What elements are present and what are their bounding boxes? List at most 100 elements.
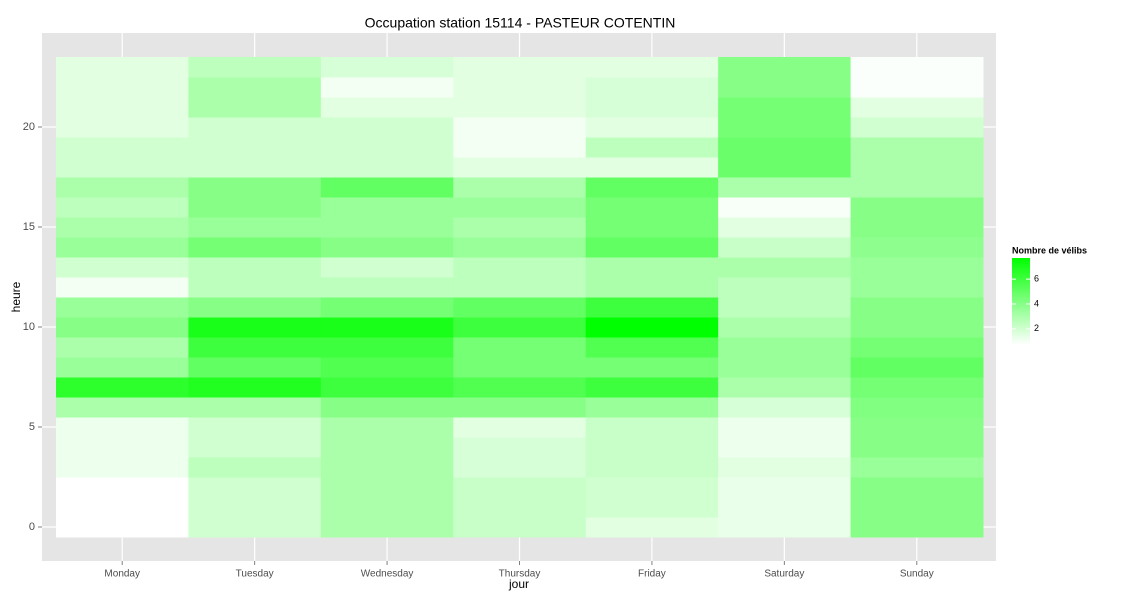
heat-cell: [188, 337, 322, 358]
heat-cell: [850, 277, 984, 298]
heat-cell: [453, 97, 587, 118]
heat-cell: [56, 337, 189, 358]
heat-cell: [850, 237, 984, 258]
heat-cell: [453, 437, 587, 458]
heat-cell: [585, 497, 719, 518]
heat-cell: [453, 337, 587, 358]
y-tick-label: 10: [23, 321, 35, 333]
heat-cell: [188, 457, 322, 478]
heat-cell: [718, 397, 852, 418]
legend-tick-label: 2: [1034, 323, 1039, 333]
heat-cell: [188, 277, 322, 298]
heat-cell: [585, 177, 719, 198]
heat-cell: [718, 297, 852, 318]
heat-cell: [850, 477, 984, 498]
heat-cell: [188, 237, 322, 258]
heat-cell: [188, 137, 322, 158]
x-tick-label: Wednesday: [361, 569, 414, 580]
heat-cell: [320, 237, 454, 258]
heat-cell: [453, 417, 587, 438]
heat-cell: [188, 77, 322, 98]
heat-cell: [56, 297, 189, 318]
heat-cell: [850, 157, 984, 178]
y-tick-label: 5: [29, 421, 35, 433]
heat-cell: [320, 397, 454, 418]
heat-cell: [453, 357, 587, 378]
heat-cell: [718, 177, 852, 198]
heat-cell: [320, 197, 454, 218]
heat-cell: [56, 417, 189, 438]
heat-cell: [585, 357, 719, 378]
heat-cell: [320, 277, 454, 298]
heat-cell: [453, 457, 587, 478]
heat-cell: [320, 257, 454, 278]
heat-cell: [56, 177, 189, 198]
heat-cell: [320, 497, 454, 518]
heat-cell: [453, 157, 587, 178]
heat-cell: [850, 57, 984, 78]
heat-cell: [850, 257, 984, 278]
heat-cell: [320, 157, 454, 178]
heat-cell: [453, 177, 587, 198]
heat-cell: [320, 477, 454, 498]
heat-cell: [453, 237, 587, 258]
heat-cell: [718, 97, 852, 118]
x-tick-label: Friday: [638, 569, 666, 580]
heat-cell: [585, 137, 719, 158]
heat-cell: [188, 397, 322, 418]
heat-cell: [453, 297, 587, 318]
heat-cell: [585, 277, 719, 298]
heat-cell: [320, 337, 454, 358]
heat-cell: [850, 377, 984, 398]
heat-cell: [56, 357, 189, 378]
heat-cell: [850, 77, 984, 98]
heat-cell: [320, 417, 454, 438]
heat-cell: [56, 397, 189, 418]
heat-cell: [585, 457, 719, 478]
heat-cell: [850, 137, 984, 158]
chart-title: Occupation station 15114 - PASTEUR COTEN…: [365, 15, 676, 31]
heat-cell: [850, 357, 984, 378]
heat-cell: [850, 337, 984, 358]
heat-cell: [320, 357, 454, 378]
heat-cell: [320, 317, 454, 338]
heat-cell: [453, 217, 587, 238]
heat-cell: [320, 377, 454, 398]
heat-cell: [320, 457, 454, 478]
heat-cell: [56, 97, 189, 118]
x-axis-label: jour: [508, 577, 529, 591]
heat-cell: [718, 217, 852, 238]
heat-cell: [320, 517, 454, 538]
heat-cell: [453, 117, 587, 138]
heat-cell: [56, 277, 189, 298]
heat-cell: [718, 357, 852, 378]
heat-cell: [718, 457, 852, 478]
heat-cell: [56, 317, 189, 338]
heat-cell: [585, 237, 719, 258]
legend-title: Nombre de vélibs: [1012, 245, 1087, 255]
heat-cell: [453, 397, 587, 418]
heat-cell: [56, 57, 189, 78]
x-tick-label: Sunday: [900, 569, 934, 580]
heat-cell: [56, 517, 189, 538]
x-tick-label: Tuesday: [236, 569, 274, 580]
x-tick-label: Monday: [104, 569, 140, 580]
legend-tick-label: 4: [1034, 298, 1039, 308]
heat-cell: [718, 477, 852, 498]
heat-cell: [453, 137, 587, 158]
heat-cell: [585, 77, 719, 98]
heat-cell: [188, 217, 322, 238]
heat-cell: [188, 97, 322, 118]
heat-cell: [585, 397, 719, 418]
heat-cell: [585, 417, 719, 438]
heat-cell: [188, 297, 322, 318]
heat-cell: [188, 377, 322, 398]
heat-cell: [850, 517, 984, 538]
heat-cell: [585, 297, 719, 318]
heat-cell: [56, 257, 189, 278]
heat-cell: [718, 157, 852, 178]
heat-cell: [188, 117, 322, 138]
heat-cell: [585, 197, 719, 218]
heat-cell: [320, 177, 454, 198]
heat-cell: [453, 377, 587, 398]
